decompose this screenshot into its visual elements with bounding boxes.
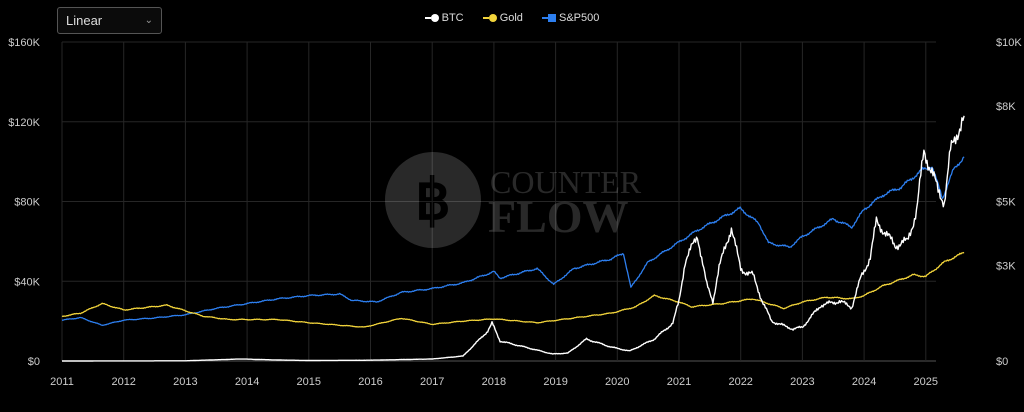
x-tick-label: 2019	[543, 376, 567, 388]
legend: BTC Gold S&P500	[0, 12, 1024, 24]
left-tick-label: $160K	[8, 37, 40, 49]
x-tick-label: 2017	[420, 376, 444, 388]
x-tick-label: 2018	[482, 376, 506, 388]
x-tick-label: 2016	[358, 376, 382, 388]
x-tick-label: 2020	[605, 376, 629, 388]
chevron-down-icon: ⌄	[144, 15, 153, 26]
x-tick-label: 2015	[297, 376, 321, 388]
left-tick-label: $120K	[8, 117, 40, 129]
right-tick-label: $8K	[996, 101, 1016, 113]
x-tick-label: 2012	[111, 376, 135, 388]
left-tick-label: $40K	[14, 276, 40, 288]
series-layer	[61, 115, 965, 362]
right-tick-label: $3K	[996, 260, 1016, 272]
bitcoin-icon	[385, 152, 481, 248]
x-tick-label: 2024	[852, 376, 876, 388]
legend-line-sp500	[542, 17, 548, 20]
circle-marker-icon	[488, 14, 497, 23]
axis-ticks: $0 $40K $80K $120K $160K $0 $3K $5K $8K $10K 2011 2…	[8, 37, 1022, 388]
x-tick-label: 2013	[173, 376, 197, 388]
square-marker-icon	[548, 14, 556, 23]
x-tick-label: 2021	[667, 376, 691, 388]
legend-item-sp500[interactable]: S&P500	[542, 12, 599, 24]
scale-select[interactable]: Linear ⌄	[57, 7, 162, 34]
legend-line-btc	[424, 17, 431, 20]
legend-item-gold[interactable]: Gold	[482, 12, 523, 24]
legend-line-gold	[482, 17, 489, 20]
series-line-btc	[62, 115, 965, 362]
legend-item-btc[interactable]: BTC	[424, 12, 464, 24]
bitcoin-icon-glyph: ฿	[415, 168, 451, 231]
series-line-gold	[61, 251, 965, 328]
left-tick-label: $80K	[14, 197, 40, 209]
series-line-sp500	[62, 156, 965, 326]
x-tick-label: 2023	[790, 376, 814, 388]
chart-grid	[61, 41, 936, 362]
scale-select-value: Linear	[66, 13, 103, 28]
left-tick-label: $0	[28, 356, 40, 368]
right-tick-label: $5K	[996, 197, 1016, 209]
x-tick-label: 2022	[728, 376, 752, 388]
x-tick-label: 2011	[50, 376, 74, 388]
watermark: ฿ COUNTER FLOW	[385, 152, 642, 248]
right-tick-label: $10K	[996, 37, 1022, 49]
legend-label-sp500: S&P500	[559, 12, 600, 24]
circle-marker-icon	[430, 14, 439, 23]
watermark-line1: COUNTER	[490, 164, 642, 200]
right-tick-label: $0	[996, 356, 1008, 368]
legend-label-btc: BTC	[441, 12, 464, 24]
watermark-line2: FLOW	[488, 191, 629, 242]
legend-label-gold: Gold	[499, 12, 523, 24]
x-tick-label: 2025	[914, 376, 938, 388]
x-tick-label: 2014	[235, 376, 259, 388]
